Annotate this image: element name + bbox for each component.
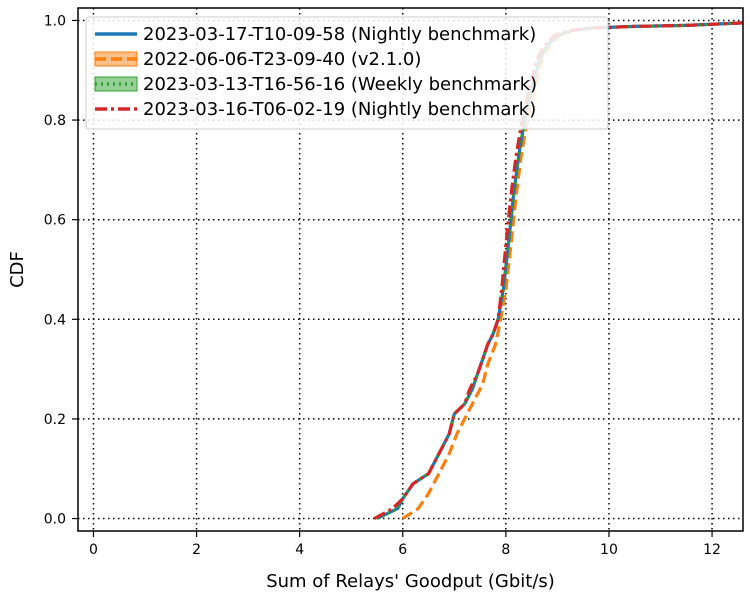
x-tick-label: 4: [295, 542, 304, 558]
legend-label: 2022-06-06-T23-09-40 (v2.1.0): [143, 49, 421, 70]
plot-frame: [77, 7, 744, 532]
y-axis-label: CDF: [7, 251, 28, 288]
ticks: 0 2 4 6 8 10 12 0.0 0.2 0.4 0.6 0.8 1.0: [44, 13, 721, 558]
x-tick-label: 6: [398, 542, 407, 558]
y-tick-label: 0.6: [44, 213, 66, 229]
x-tick-label: 10: [600, 542, 618, 558]
y-tick-label: 0.4: [44, 312, 66, 328]
legend: 2023-03-17-T10-09-58 (Nightly benchmark)…: [85, 16, 609, 130]
legend-label: 2023-03-16-T06-02-19 (Nightly benchmark): [143, 99, 536, 120]
x-tick-label: 8: [501, 542, 510, 558]
y-tick-label: 1.0: [44, 13, 66, 29]
x-axis-label: Sum of Relays' Goodput (Gbit/s): [266, 571, 555, 592]
y-tick-label: 0.2: [44, 412, 66, 428]
legend-label: 2023-03-13-T16-56-16 (Weekly benchmark): [143, 74, 537, 95]
y-tick-label: 0.0: [44, 512, 66, 528]
legend-box: [85, 16, 609, 130]
y-tick-label: 0.8: [44, 113, 66, 129]
legend-label: 2023-03-17-T10-09-58 (Nightly benchmark): [143, 24, 536, 45]
x-tick-label: 0: [89, 542, 98, 558]
x-tick-label: 12: [703, 542, 721, 558]
x-tick-label: 2: [192, 542, 201, 558]
